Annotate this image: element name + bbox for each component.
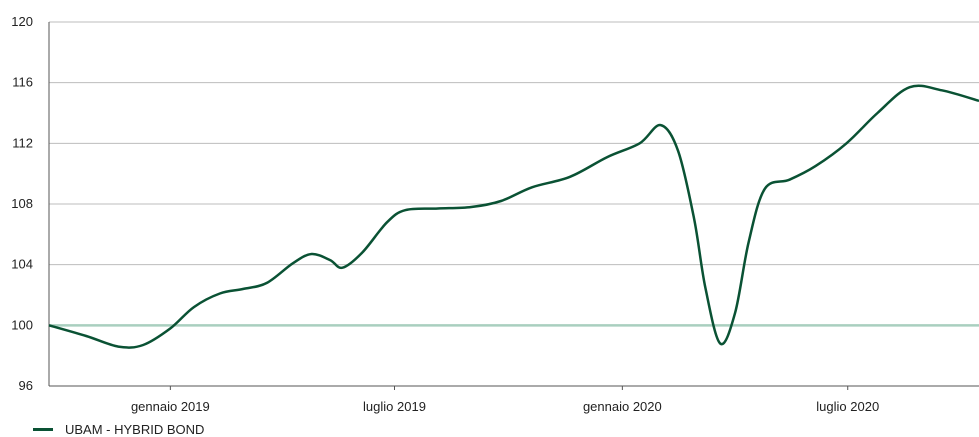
y-tick-label: 96 (19, 378, 33, 393)
series-line-ubam-hybrid-bond (48, 84, 979, 349)
y-tick-label: 116 (12, 75, 33, 90)
y-tick-label: 120 (11, 14, 33, 29)
y-tick-label: 100 (11, 317, 33, 332)
gridlines (49, 21, 979, 326)
legend: UBAM - HYBRID BOND (33, 422, 204, 437)
x-tick-label: gennaio 2019 (131, 399, 210, 414)
x-tick-label: gennaio 2020 (583, 399, 662, 414)
x-tick-label: luglio 2020 (816, 399, 879, 414)
x-tick-label: luglio 2019 (363, 399, 426, 414)
y-tick-label: 104 (11, 257, 33, 272)
x-axis-ticks: gennaio 2019 luglio 2019 gennaio 2020 lugli… (131, 386, 879, 414)
legend-label: UBAM - HYBRID BOND (65, 422, 205, 437)
legend-swatch (33, 428, 53, 431)
y-tick-label: 108 (11, 196, 33, 211)
y-tick-label: 112 (12, 135, 33, 150)
y-axis-ticks: 96 100 104 108 112 116 120 (11, 14, 33, 393)
